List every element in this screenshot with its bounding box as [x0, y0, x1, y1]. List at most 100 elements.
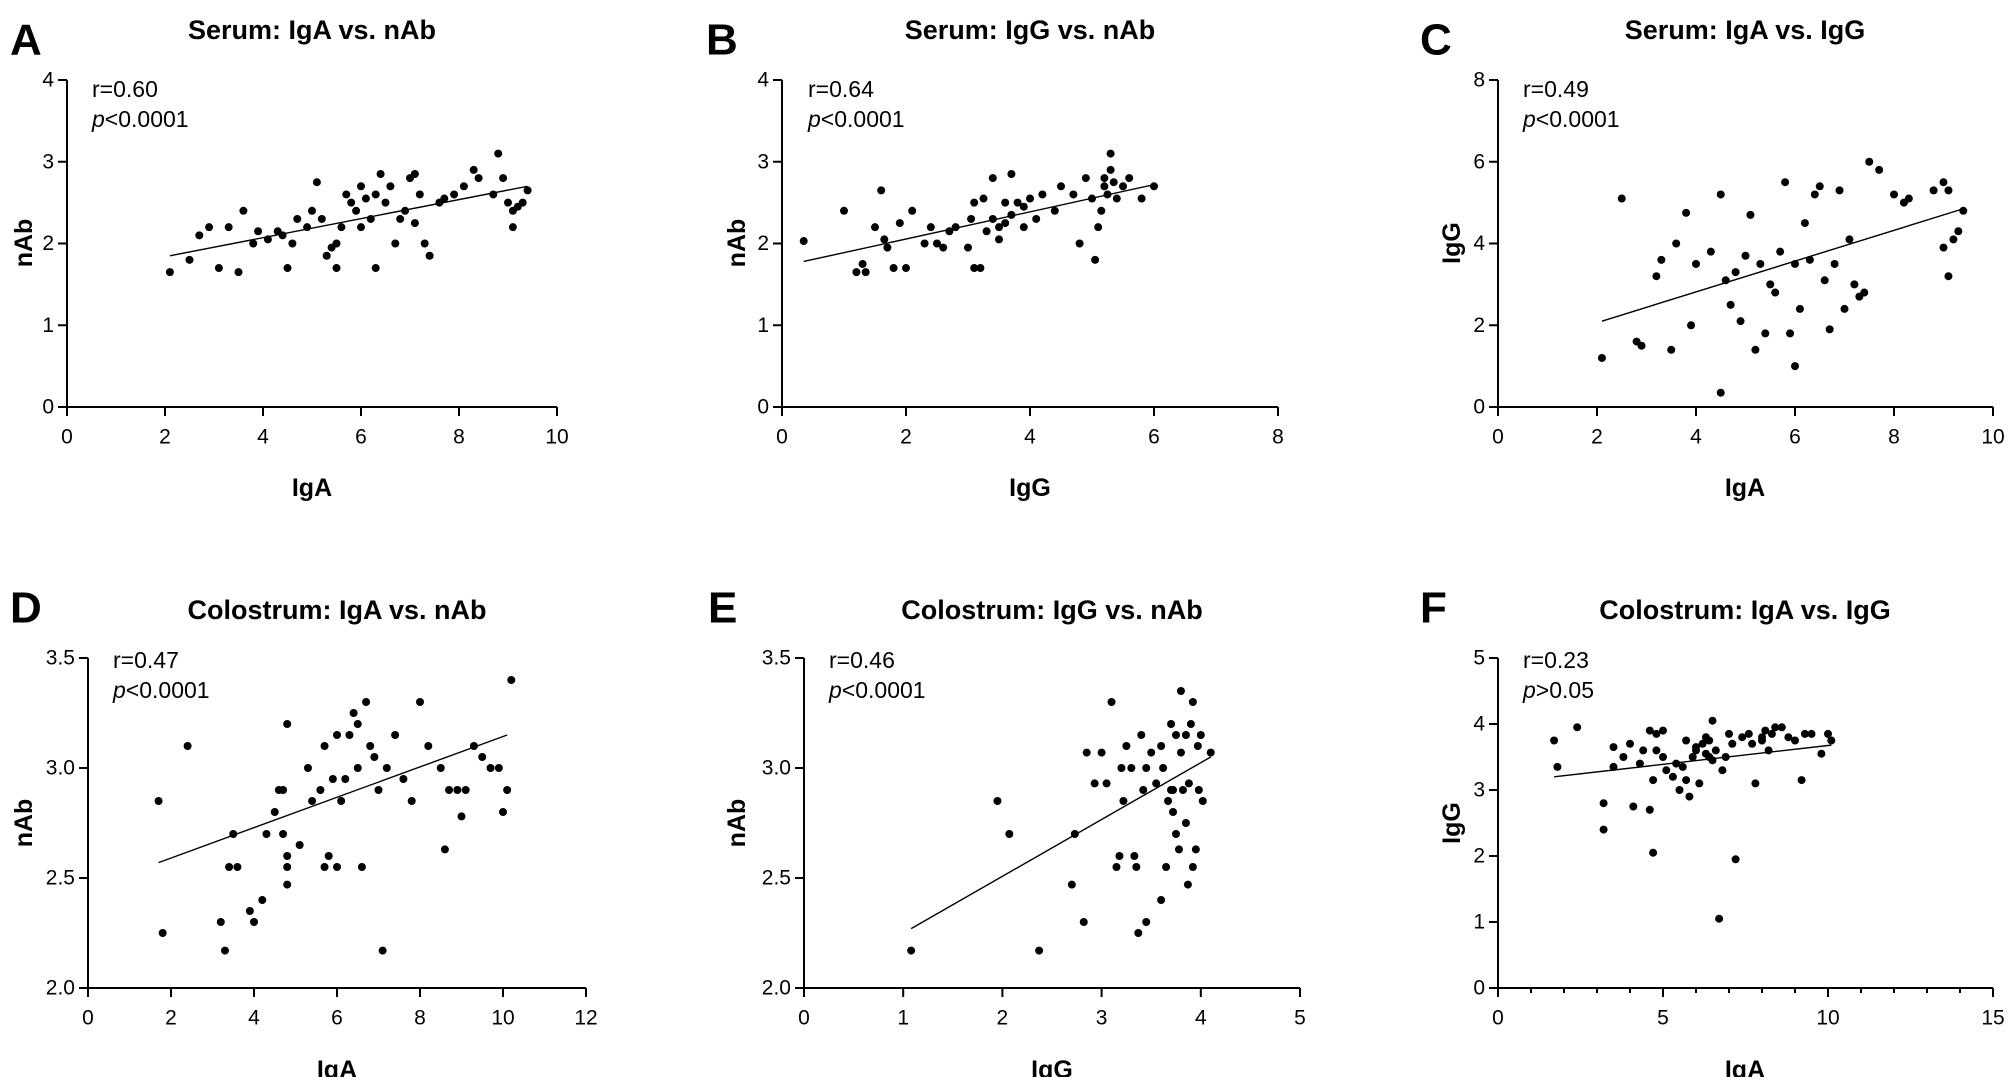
panel-f: F Colostrum: IgA vs. IgG 0 5 10 15 0 1 2 3 4 5 IgA Ig… — [1420, 584, 2005, 1077]
data-point — [1005, 830, 1014, 838]
data-point — [1721, 753, 1730, 761]
data-point — [1731, 855, 1740, 864]
y-tick-label: 3.0 — [762, 757, 791, 780]
y-tick-label: 0 — [42, 396, 54, 419]
data-point — [993, 797, 1002, 805]
data-point — [1194, 786, 1203, 794]
data-point — [507, 676, 516, 684]
data-point — [1815, 182, 1824, 191]
data-point — [391, 239, 400, 248]
data-point — [410, 170, 419, 179]
data-point — [970, 264, 979, 273]
x-tick-label: 1 — [897, 1007, 909, 1030]
x-tick-label: 3 — [1096, 1007, 1108, 1030]
x-axis-label: IgG — [1009, 474, 1051, 502]
x-axis-label: IgA — [1725, 1056, 1765, 1077]
x-tick-label: 4 — [1690, 426, 1702, 449]
x-tick-label: 10 — [545, 426, 568, 449]
data-point — [1771, 723, 1780, 732]
y-tick-label: 0 — [757, 396, 769, 419]
data-point — [440, 845, 449, 854]
y-tick-label: 3 — [757, 150, 769, 173]
data-point — [920, 239, 929, 248]
data-point — [1939, 243, 1948, 252]
data-point — [1805, 255, 1814, 264]
data-point — [1728, 739, 1737, 748]
data-point — [1019, 202, 1028, 211]
data-point — [1079, 918, 1088, 926]
data-point — [1939, 178, 1948, 187]
data-point — [489, 190, 498, 199]
y-tick-label: 3 — [1473, 779, 1485, 802]
data-point — [1800, 219, 1809, 228]
data-point — [158, 929, 167, 937]
data-point — [486, 764, 495, 772]
data-point — [376, 170, 385, 179]
data-point — [370, 753, 379, 761]
data-point — [317, 214, 326, 223]
data-point — [895, 219, 904, 228]
data-point — [1645, 726, 1654, 735]
data-point — [283, 880, 292, 889]
data-point — [1791, 259, 1799, 268]
p-value: p<0.0001 — [828, 677, 926, 703]
data-point — [262, 830, 271, 838]
x-tick-label: 10 — [1816, 1007, 1839, 1030]
data-point — [1167, 720, 1176, 728]
data-point — [499, 808, 507, 816]
data-point — [1152, 779, 1161, 788]
data-point — [1139, 786, 1148, 794]
data-point — [1112, 863, 1121, 871]
y-tick-label: 2.5 — [46, 867, 75, 890]
panel-b: B Serum: IgG vs. nAb 0 2 4 6 8 0 1 2 3 4 IgG nAb r=0.6… — [706, 15, 1284, 502]
data-point — [332, 239, 341, 248]
x-tick-label: 0 — [82, 1007, 94, 1030]
data-point — [258, 896, 267, 904]
data-point — [1800, 729, 1809, 738]
p-value: p<0.0001 — [807, 106, 905, 132]
data-point — [995, 223, 1003, 232]
regression-line — [1601, 208, 1964, 322]
data-point — [1038, 190, 1047, 199]
x-tick-label: 6 — [1148, 426, 1160, 449]
data-point — [504, 198, 512, 207]
panel-title: Colostrum: IgG vs. nAb — [901, 595, 1203, 625]
x-tick-label: 4 — [1195, 1007, 1207, 1030]
data-point — [1159, 764, 1168, 772]
p-value-text: <0.0001 — [821, 106, 905, 132]
data-point — [871, 223, 879, 232]
data-point — [970, 198, 979, 207]
data-point — [1761, 726, 1770, 735]
p-value-text: <0.0001 — [842, 677, 926, 703]
panel-title: Serum: IgA vs. nAb — [188, 15, 436, 45]
data-point — [1597, 353, 1606, 362]
data-point — [1751, 345, 1760, 354]
data-point — [1188, 698, 1197, 706]
data-point — [245, 907, 254, 915]
x-axis-label: IgG — [1031, 1056, 1073, 1077]
data-point — [461, 786, 470, 794]
data-point — [1019, 223, 1028, 232]
x-tick-label: 4 — [248, 1007, 260, 1030]
data-point — [926, 223, 935, 232]
data-point — [308, 797, 317, 805]
y-tick-label: 1 — [1473, 911, 1485, 934]
data-point — [907, 946, 916, 955]
panel-title: Serum: IgG vs. nAb — [905, 15, 1156, 45]
data-point — [1157, 896, 1166, 904]
data-point — [1668, 772, 1677, 781]
data-point — [1711, 746, 1720, 755]
data-point — [1103, 190, 1112, 199]
y-tick-label: 1 — [757, 314, 769, 337]
data-point — [852, 268, 861, 277]
data-point — [1810, 190, 1819, 199]
p-value-text: <0.0001 — [105, 106, 189, 132]
data-point — [1756, 259, 1765, 268]
data-point — [183, 742, 192, 750]
x-tick-label: 8 — [1888, 426, 1900, 449]
data-point — [229, 830, 238, 838]
y-tick-label: 4 — [42, 69, 54, 92]
x-tick-label: 5 — [1294, 1007, 1306, 1030]
data-point — [1069, 190, 1078, 199]
x-tick-label: 2 — [900, 426, 912, 449]
